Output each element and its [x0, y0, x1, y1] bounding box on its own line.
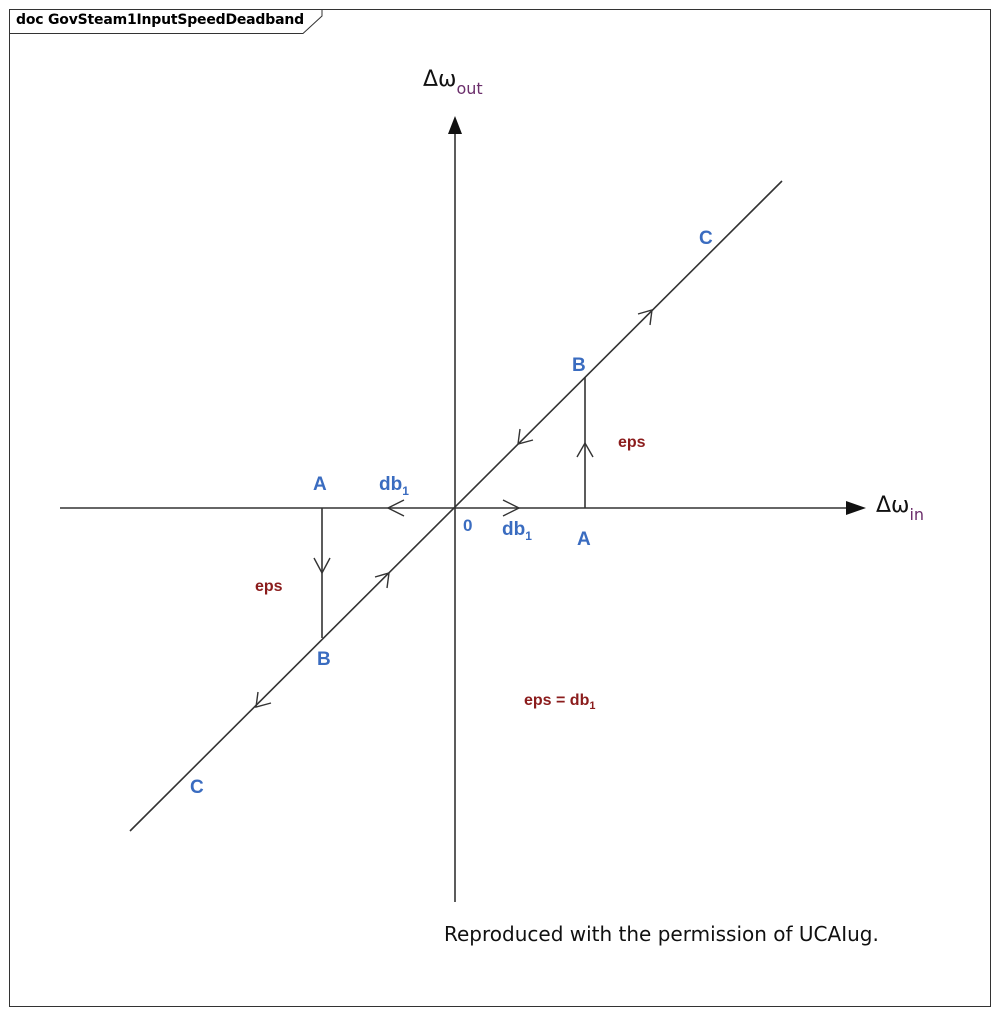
- point-c-bottom: C: [190, 777, 204, 798]
- permission-note: Reproduced with the permission of UCAIug…: [444, 922, 879, 946]
- arrow-diag-lower-down-icon: [255, 691, 272, 708]
- point-b-left: B: [317, 649, 331, 670]
- origin-label: 0: [463, 516, 472, 535]
- y-axis-label: Δωout: [423, 67, 483, 98]
- arrow-diag-lower-up-icon: [374, 572, 390, 589]
- eps-label-right: eps: [618, 434, 646, 451]
- db1-label-right: db1: [502, 519, 532, 543]
- eps-label-left: eps: [255, 578, 283, 595]
- arrow-up-icon: [576, 441, 594, 458]
- arrow-right-icon: [502, 499, 521, 517]
- diagram-frame: [9, 9, 991, 1007]
- frame-tab: [9, 9, 323, 34]
- arrow-diag-upper-down-icon: [517, 428, 534, 445]
- x-axis-label: Δωin: [876, 493, 924, 524]
- point-a-left: A: [313, 474, 327, 495]
- arrow-down-icon: [313, 557, 331, 575]
- point-b-right: B: [572, 355, 586, 376]
- arrow-left-icon: [386, 499, 405, 517]
- arrow-diag-upper-up-icon: [637, 309, 653, 326]
- eps-equation: eps = db1: [524, 692, 595, 712]
- point-c-top: C: [699, 228, 713, 249]
- frame-title: doc GovSteam1InputSpeedDeadband: [16, 12, 304, 28]
- characteristic-line: [129, 180, 783, 832]
- x-axis-arrowhead: [846, 501, 866, 515]
- db1-label-left: db1: [379, 474, 409, 498]
- point-a-right: A: [577, 529, 591, 550]
- y-axis-arrowhead: [448, 116, 462, 134]
